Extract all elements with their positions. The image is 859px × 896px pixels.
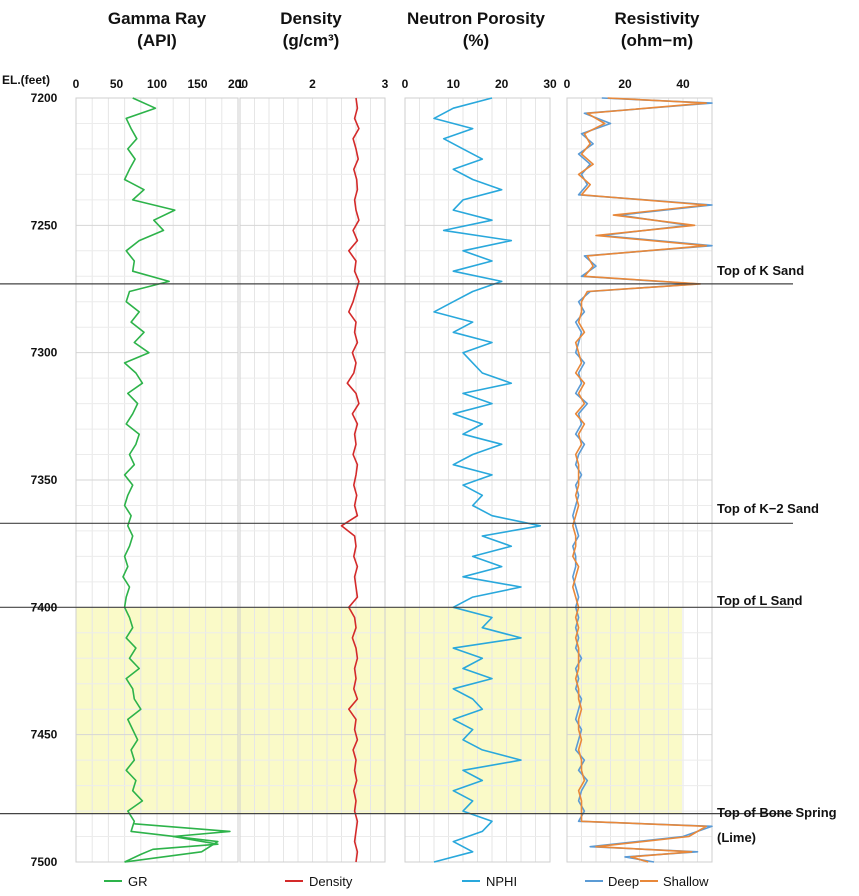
depth-tick-label: 7500 (31, 855, 58, 869)
legend-label-deep: Deep (608, 874, 639, 889)
density-tick-label: 2 (309, 77, 316, 91)
density-title-line1: Density (280, 9, 342, 28)
depth-tick-label: 7250 (31, 218, 58, 232)
formation-label-k2-sand: Top of K−2 Sand (717, 501, 819, 516)
nphi-title-line2: (%) (463, 31, 489, 50)
depth-tick-label: 7300 (31, 346, 58, 360)
track-tick-labels: 0 50 100 150 200 1 2 3 0 10 20 30 0 20 4… (73, 77, 690, 91)
legend-label-nphi: NPHI (486, 874, 517, 889)
depth-tick-label: 7350 (31, 473, 58, 487)
nphi-tick-label: 30 (543, 77, 557, 91)
nphi-tick-label: 0 (402, 77, 409, 91)
formation-tops (0, 283, 793, 815)
formation-label-bone-spring: Top of Bone Spring (717, 805, 837, 820)
legend-label-shallow: Shallow (663, 874, 709, 889)
series-nphi (433, 97, 542, 863)
gr-title-line2: (API) (137, 31, 177, 50)
nphi-tick-label: 20 (495, 77, 509, 91)
formation-label-k-sand: Top of K Sand (717, 263, 804, 278)
track-frame-nphi (404, 97, 551, 863)
gr-tick-label: 200 (228, 77, 248, 91)
depth-axis-label: EL.(feet) (2, 73, 50, 87)
formation-label-l-sand: Top of L Sand (717, 593, 803, 608)
gr-tick-label: 100 (147, 77, 167, 91)
depth-tick-labels: 7200 7250 7300 7350 7400 7450 7500 (31, 91, 58, 869)
highlight-zone (76, 607, 682, 814)
density-tick-label: 1 (237, 77, 244, 91)
gr-tick-label: 50 (110, 77, 124, 91)
series-density (340, 97, 360, 863)
legend-label-density: Density (309, 874, 353, 889)
legend-label-gr: GR (128, 874, 148, 889)
resistivity-tick-label: 0 (564, 77, 571, 91)
track-frame-gr (75, 97, 239, 863)
depth-tick-label: 7200 (31, 91, 58, 105)
formation-label-lime: (Lime) (717, 830, 756, 845)
gr-tick-label: 0 (73, 77, 80, 91)
density-tick-label: 3 (382, 77, 389, 91)
resistivity-title-line2: (ohm−m) (621, 31, 693, 50)
nphi-tick-label: 10 (447, 77, 461, 91)
resistivity-tick-label: 20 (618, 77, 632, 91)
series-gr (122, 97, 219, 863)
track-frame-resistivity (566, 97, 713, 863)
track-frames (75, 97, 713, 863)
legend: GR Density NPHI Deep Shallow (104, 874, 709, 889)
density-title-line2: (g/cm³) (283, 31, 340, 50)
track-frame-density (239, 97, 386, 863)
depth-tick-label: 7450 (31, 728, 58, 742)
resistivity-title-line1: Resistivity (614, 9, 700, 28)
series-layer (122, 97, 713, 863)
series-shallow (571, 97, 708, 863)
depth-tick-label: 7400 (31, 600, 58, 614)
gr-title-line1: Gamma Ray (108, 9, 207, 28)
nphi-title-line1: Neutron Porosity (407, 9, 545, 28)
resistivity-tick-label: 40 (676, 77, 690, 91)
series-gr-trace (124, 823, 231, 863)
gr-tick-label: 150 (187, 77, 207, 91)
